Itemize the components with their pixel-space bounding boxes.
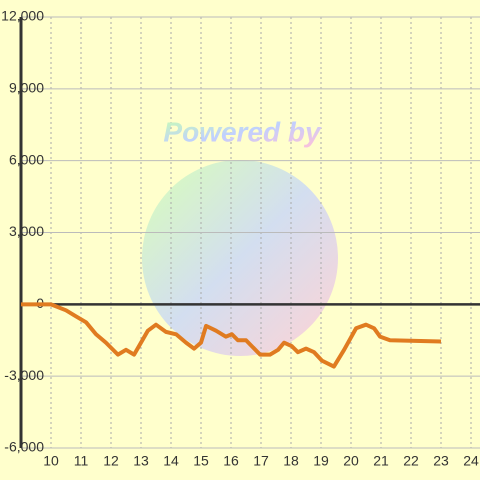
x-tick-label: 22 bbox=[403, 453, 419, 469]
x-tick-label: 23 bbox=[433, 453, 449, 469]
y-tick-label: -3,000 bbox=[4, 367, 44, 383]
y-tick-label: -6,000 bbox=[4, 439, 44, 455]
x-tick-label: 13 bbox=[133, 453, 149, 469]
x-tick-label: 20 bbox=[343, 453, 359, 469]
y-tick-label: 3,000 bbox=[9, 223, 44, 239]
x-tick-label: 21 bbox=[373, 453, 389, 469]
y-tick-label: 9,000 bbox=[9, 80, 44, 96]
x-tick-label: 24 bbox=[463, 453, 479, 469]
x-tick-label: 15 bbox=[193, 453, 209, 469]
x-tick-label: 14 bbox=[163, 453, 179, 469]
x-tick-label: 12 bbox=[103, 453, 119, 469]
watermark bbox=[142, 160, 338, 356]
line-series bbox=[21, 302, 442, 369]
x-tick-label: 16 bbox=[223, 453, 239, 469]
x-tick-label: 17 bbox=[253, 453, 269, 469]
y-tick-label: 6,000 bbox=[9, 151, 44, 167]
x-tick-label: 10 bbox=[43, 453, 59, 469]
x-tick-label: 11 bbox=[74, 453, 89, 469]
annotation: Powered by bbox=[163, 116, 322, 147]
x-tick-label: 18 bbox=[283, 453, 299, 469]
y-tick-label: 12,000 bbox=[1, 8, 44, 24]
x-tick-label: 19 bbox=[313, 453, 329, 469]
